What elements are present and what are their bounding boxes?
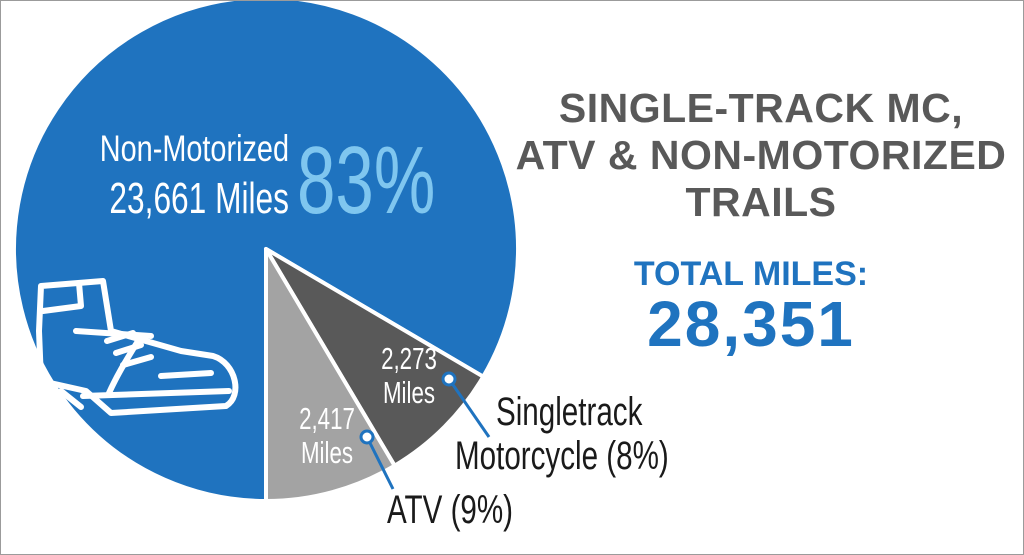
title-line-3: TRAILS: [685, 179, 837, 225]
total-miles-label: TOTAL MILES:: [633, 255, 869, 293]
hiking-boot-icon: [36, 278, 239, 416]
singletrack-leader-line: [447, 378, 491, 438]
singletrack-miles-value: 2,273: [381, 341, 437, 375]
singletrack-leader-dot: [441, 371, 457, 387]
singletrack-legend-label-line-2: Motorcycle (8%): [455, 434, 669, 478]
atv-leader-line: [365, 436, 395, 490]
non-motorized-percent-label: 83%: [297, 126, 435, 234]
title-line-2: ATV & NON-MOTORIZED: [515, 132, 1007, 178]
atv-legend-label: ATV (9%): [387, 488, 513, 532]
atv-leader-dot: [359, 429, 375, 445]
title-line-1: SINGLE-TRACK MC,: [558, 85, 964, 131]
slice-singletrack-motorcycle: [264, 247, 486, 468]
singletrack-miles-unit: Miles: [383, 375, 435, 409]
atv-miles-unit: Miles: [301, 435, 353, 469]
total-miles-value: 28,351: [647, 288, 855, 360]
singletrack-legend-label-line-1: Singletrack: [496, 390, 643, 434]
non-motorized-miles-label: 23,661 Miles: [109, 174, 289, 223]
non-motorized-name-label: Non-Motorized: [100, 129, 289, 170]
atv-miles-value: 2,417: [299, 401, 355, 435]
chart-title: SINGLE-TRACK MC, ATV & NON-MOTORIZED TRA…: [511, 85, 1011, 226]
